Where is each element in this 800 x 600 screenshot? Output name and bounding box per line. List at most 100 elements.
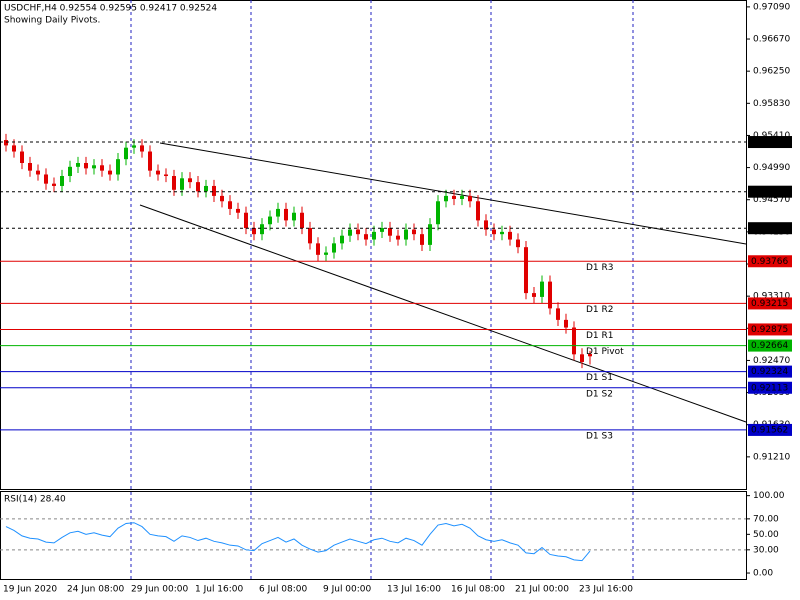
candle-body	[556, 308, 560, 320]
candle-body	[268, 216, 272, 225]
candle-body	[300, 212, 304, 229]
y-tick-label: 0.93310	[753, 292, 790, 302]
candle-body	[324, 252, 328, 255]
level-value: 0.91562	[751, 425, 788, 435]
candle-body	[84, 163, 88, 169]
vertical-grid	[130, 0, 634, 580]
x-tick-label: 6 Jul 08:00	[259, 585, 308, 595]
candle-body	[228, 201, 232, 209]
rsi-title: RSI(14) 28.40	[4, 495, 66, 505]
candle-body	[236, 208, 240, 213]
rsi-line	[5, 522, 591, 562]
y-tick-label: 0.94990	[753, 163, 790, 173]
x-tick-label: 19 Jun 2020	[3, 585, 57, 595]
y-tick-label: 0.00	[753, 569, 773, 579]
candle-body	[68, 166, 72, 177]
level-tag	[748, 297, 792, 310]
y-tick-label: 0.96250	[753, 67, 790, 77]
candle-body	[516, 239, 520, 248]
candle-body	[364, 234, 368, 240]
candle-body	[580, 354, 584, 362]
candle-body	[44, 174, 48, 184]
x-tick-label: 1 Jul 16:00	[195, 585, 244, 595]
candle-body	[284, 208, 288, 221]
y-tick-label: 0.97090	[753, 2, 790, 12]
chart-subtitle: Showing Daily Pivots.	[4, 16, 100, 26]
candle-body	[12, 145, 16, 152]
candle-body	[468, 195, 472, 202]
level-value: 0.92664	[751, 341, 788, 351]
level-name: D1 S1	[586, 373, 613, 383]
candle-body	[436, 201, 440, 225]
candle-body	[508, 231, 512, 240]
candle-body	[388, 228, 392, 236]
level-value: 0.93766	[751, 257, 788, 267]
level-value: 0.92113	[751, 383, 788, 393]
x-tick-label: 21 Jul 00:00	[515, 585, 569, 595]
candle-body	[292, 212, 296, 221]
level-tag	[748, 323, 792, 336]
level-tag	[748, 185, 792, 198]
candle-body	[500, 231, 504, 235]
candle-body	[340, 235, 344, 244]
candle-body	[148, 151, 152, 171]
x-tick-label: 24 Jun 08:00	[67, 585, 124, 595]
candle-body	[348, 229, 352, 236]
candle-body	[180, 178, 184, 190]
candle-body	[164, 174, 168, 177]
trend-line	[139, 204, 747, 423]
candle-body	[100, 165, 104, 171]
candle-body	[60, 176, 64, 186]
candle-body	[572, 327, 576, 355]
level-tag	[748, 381, 792, 394]
candle-body	[156, 170, 160, 175]
candle-body	[204, 185, 208, 192]
candle-body	[20, 151, 24, 163]
candle-body	[524, 247, 528, 294]
level-value: 0.93215	[751, 299, 788, 309]
y-tick-label: 0.96670	[753, 35, 790, 45]
candle-body	[196, 182, 200, 192]
candle-body	[540, 281, 544, 297]
level-value: 0.92324	[751, 367, 788, 377]
level-tag	[748, 255, 792, 268]
level-value: 0.94198	[751, 224, 788, 234]
candle-body	[396, 235, 400, 240]
candle-body	[476, 201, 480, 221]
level-name: D1 Pivot	[586, 347, 624, 357]
candle-body	[212, 185, 216, 196]
level-name: D1 R1	[586, 331, 614, 341]
candle-body	[444, 195, 448, 202]
candle-body	[372, 231, 376, 240]
candle-body	[140, 145, 144, 152]
candle-body	[132, 145, 136, 148]
candle-body	[220, 195, 224, 202]
candle-body	[108, 170, 112, 175]
rsi-panel	[0, 491, 747, 580]
y-tick-label: 30.00	[753, 545, 779, 555]
candle-body	[172, 176, 176, 190]
candle-body	[428, 224, 432, 245]
y-tick-label: 0.95410	[753, 131, 790, 141]
candle-body	[276, 208, 280, 217]
x-tick-label: 13 Jul 16:00	[387, 585, 441, 595]
candle-body	[460, 195, 464, 199]
candle-body	[484, 220, 488, 230]
level-tag	[748, 423, 792, 436]
candle-body	[76, 163, 80, 167]
level-value: 0.92875	[751, 325, 788, 335]
level-tag	[748, 136, 792, 149]
candle-body	[4, 140, 8, 146]
candle-body	[36, 170, 40, 175]
y-tick-label: 100.00	[753, 491, 785, 501]
level-value: 0.94675	[751, 187, 788, 197]
candle-body	[252, 228, 256, 235]
y-tick-label: 0.94570	[753, 195, 790, 205]
x-tick-label: 9 Jul 00:00	[323, 585, 372, 595]
candle-body	[116, 159, 120, 175]
y-tick-label: 0.91210	[753, 452, 790, 462]
candle-body	[420, 234, 424, 245]
level-value: 0.95324	[751, 138, 788, 148]
x-tick-label: 16 Jul 08:00	[451, 585, 505, 595]
